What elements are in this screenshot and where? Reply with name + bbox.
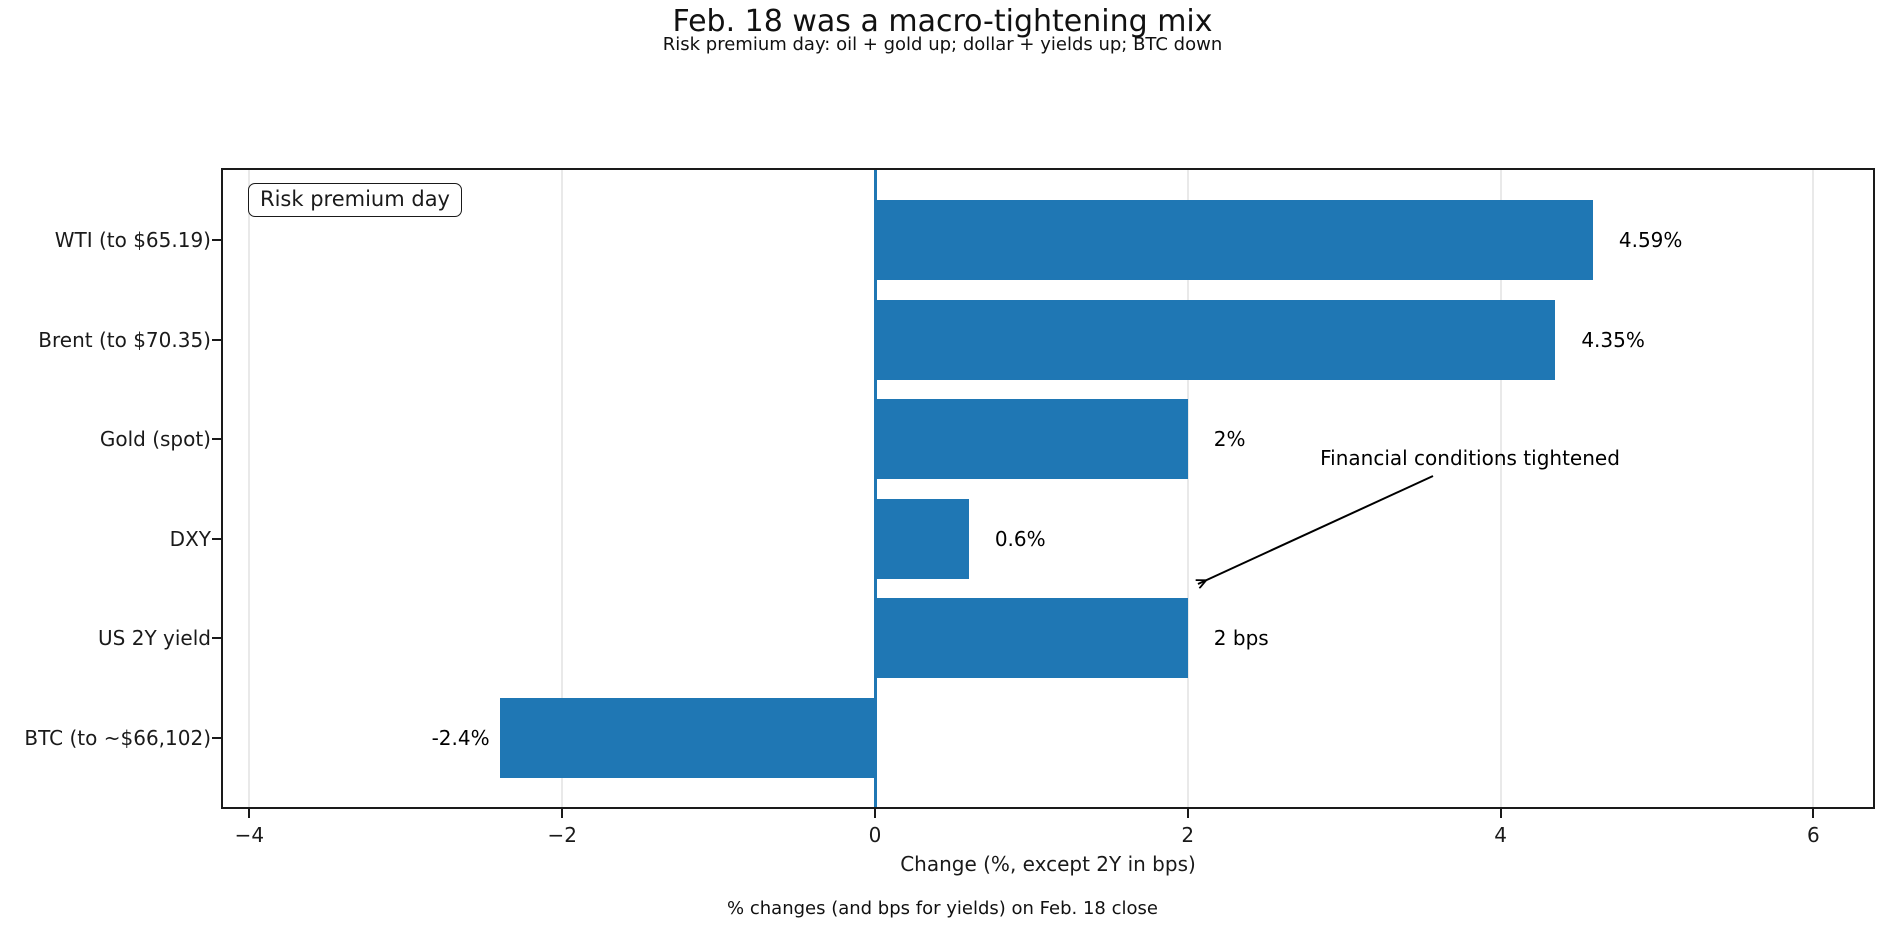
gridline — [248, 170, 251, 807]
y-tick-label: DXY — [169, 526, 211, 551]
x-tick-mark — [1186, 809, 1189, 818]
bar — [875, 299, 1556, 380]
y-tick-label: WTI (to $65.19) — [54, 228, 211, 252]
bar — [875, 200, 1593, 280]
x-tick-mark — [1812, 809, 1815, 818]
bar-value-label: 2% — [1213, 427, 1246, 452]
y-tick-label: US 2Y yield — [98, 626, 211, 651]
bar — [875, 498, 969, 579]
y-tick-mark — [212, 438, 221, 441]
gridline — [561, 170, 564, 807]
gridline — [1812, 170, 1815, 807]
bar — [875, 598, 1188, 679]
chart-subtitle: Risk premium day: oil + gold up; dollar … — [662, 34, 1223, 55]
y-tick-mark — [212, 637, 221, 640]
x-axis-label: Change (%, except 2Y in bps) — [900, 852, 1196, 876]
y-tick-mark — [212, 239, 221, 241]
bar — [875, 399, 1188, 480]
x-tick-label: 6 — [1807, 823, 1820, 847]
annotation-text: Financial conditions tightened — [1320, 446, 1620, 470]
x-tick-label: −2 — [547, 823, 577, 847]
x-tick-mark — [248, 809, 251, 818]
bar-value-label: 4.35% — [1581, 327, 1645, 352]
bar — [499, 698, 875, 778]
x-tick-mark — [1499, 809, 1502, 818]
y-tick-label: Brent (to $70.35) — [38, 327, 211, 352]
bar-value-label: -2.4% — [431, 726, 490, 750]
legend-label: Risk premium day — [260, 187, 450, 211]
x-tick-label: 2 — [1181, 823, 1195, 847]
plot-area: 4.59% 4.35% 2% 0.6% 2 bps -2.4% Risk premium … — [221, 168, 1875, 809]
zero-axis-line — [874, 170, 877, 807]
x-tick-label: 0 — [868, 823, 882, 847]
bar-value-label: 4.59% — [1618, 228, 1683, 252]
y-tick-mark — [212, 338, 221, 341]
y-tick-label: Gold (spot) — [99, 427, 211, 452]
y-tick-label: BTC (to ~$66,102) — [24, 726, 211, 750]
gridline — [1499, 170, 1502, 807]
bar-value-label: 0.6% — [994, 526, 1046, 551]
x-tick-label: 4 — [1494, 823, 1507, 847]
y-tick-mark — [212, 737, 221, 739]
legend-box: Risk premium day — [248, 183, 462, 217]
x-tick-mark — [561, 809, 564, 818]
y-tick-mark — [212, 537, 221, 540]
footnote: % changes (and bps for yields) on Feb. 1… — [727, 898, 1158, 919]
x-tick-mark — [874, 809, 876, 818]
bar-value-label: 2 bps — [1213, 626, 1269, 651]
chart-title: Feb. 18 was a macro-tightening mix — [672, 4, 1213, 39]
gridline — [1186, 170, 1189, 807]
x-tick-label: −4 — [234, 823, 265, 847]
